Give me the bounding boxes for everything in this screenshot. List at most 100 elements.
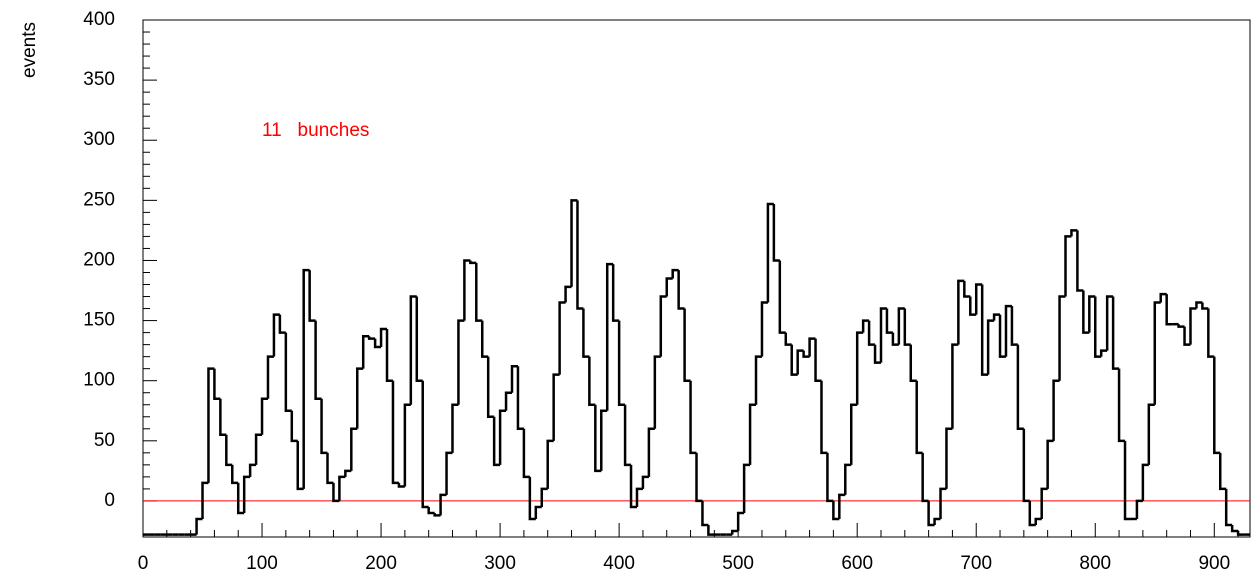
histogram-bin — [1094, 296, 1102, 358]
histogram-bin — [1189, 307, 1197, 345]
histogram-bin — [647, 427, 655, 477]
histogram-bin — [1141, 463, 1149, 501]
x-tick-label: 200 — [365, 553, 397, 574]
histogram-bin — [748, 403, 757, 465]
histogram-bin — [1022, 428, 1030, 503]
histogram-bin — [600, 409, 608, 471]
histogram-bin — [665, 277, 673, 297]
histogram-bin — [1183, 326, 1191, 346]
x-tick-label: 800 — [1079, 553, 1111, 574]
histogram-bin — [427, 506, 435, 515]
x-tick-label: 700 — [960, 553, 992, 574]
histogram-bin — [540, 487, 548, 507]
y-tick-label: 350 — [83, 69, 115, 90]
histogram-bin — [469, 260, 477, 265]
histogram-bin — [617, 320, 626, 406]
histogram-bin — [778, 260, 786, 334]
histogram-bin — [308, 270, 316, 322]
histogram-bin — [838, 493, 846, 519]
histogram-bin — [963, 280, 971, 298]
histogram-bin — [1064, 235, 1072, 297]
histogram-bin — [260, 397, 268, 435]
histogram-bin — [820, 380, 828, 455]
histogram-bin — [457, 319, 465, 405]
histogram-bin — [974, 283, 983, 315]
histogram-bin — [415, 296, 423, 382]
x-tick-label: 900 — [1198, 553, 1230, 574]
histogram-bin — [861, 319, 870, 333]
histogram-bin — [516, 366, 524, 431]
y-tick-label: 400 — [83, 9, 115, 30]
histogram-bin — [433, 512, 441, 517]
histogram-bin — [677, 270, 685, 310]
histogram-bin — [320, 398, 328, 455]
histogram-bin — [1153, 301, 1161, 405]
histogram-bin — [1099, 349, 1108, 357]
histogram-bin — [641, 475, 649, 489]
histogram-bin — [980, 284, 989, 376]
histogram-bin — [403, 403, 411, 487]
annotation: 11 bunches — [262, 120, 369, 141]
histogram-bin — [695, 452, 703, 503]
histogram-bin — [266, 355, 274, 399]
histogram-bin — [707, 524, 715, 536]
histogram-bin — [314, 320, 322, 400]
histogram-bin — [897, 307, 905, 345]
histogram-bin — [879, 307, 887, 363]
histogram-bin — [635, 487, 643, 507]
histogram-bin — [1052, 379, 1060, 441]
histogram-bin — [891, 332, 899, 346]
histogram-bin — [1117, 368, 1126, 443]
histogram-bin — [849, 403, 858, 465]
histogram-bin — [284, 332, 292, 413]
histogram-bin — [195, 517, 203, 535]
histogram-bin — [814, 338, 822, 382]
histogram-bin — [588, 356, 596, 406]
histogram-bin — [1070, 229, 1078, 237]
histogram-bin — [534, 505, 542, 519]
histogram-bin — [629, 464, 637, 509]
histogram-bin — [242, 475, 251, 513]
histogram-bin — [909, 344, 917, 382]
histogram-bin — [356, 367, 364, 429]
histogram-bin — [373, 338, 382, 349]
histogram-bin — [367, 336, 376, 340]
histogram-bin — [1201, 302, 1209, 310]
histogram-bin — [1082, 290, 1090, 334]
histogram-bin — [1195, 301, 1203, 309]
histogram-bin — [1207, 308, 1215, 358]
histogram-bin — [1046, 439, 1054, 489]
histogram-bin — [1230, 524, 1239, 533]
y-tick-label: 100 — [83, 370, 115, 391]
histogram-bin — [296, 440, 304, 491]
x-tick-label: 400 — [603, 553, 635, 574]
y-tick-label: 0 — [104, 490, 115, 511]
histogram-bin — [445, 451, 453, 495]
histogram-bin — [213, 368, 221, 400]
histogram-bin — [969, 296, 977, 316]
histogram-bin — [231, 464, 239, 485]
x-tick-label: 100 — [246, 553, 278, 574]
histogram-bin — [361, 334, 370, 369]
histogram-bin — [409, 295, 417, 405]
histogram-bin — [546, 439, 554, 489]
histogram-bin — [225, 434, 233, 467]
histogram-bin — [1213, 356, 1221, 455]
histogram-bin — [689, 380, 697, 455]
histogram-bin — [1147, 403, 1155, 465]
plot-frame — [142, 19, 1251, 538]
histogram-bin — [867, 320, 876, 346]
histogram-bin — [1028, 500, 1036, 527]
histogram-bin — [730, 529, 739, 535]
histogram-bin — [564, 285, 572, 303]
histogram-bin — [1040, 487, 1048, 519]
histogram-bin — [766, 202, 774, 303]
histogram-bin — [986, 319, 995, 375]
histogram-bin — [992, 313, 1001, 321]
histogram-bin — [552, 373, 560, 441]
histogram-bin — [397, 482, 405, 488]
histogram-bin — [796, 349, 804, 375]
histogram-bin — [945, 427, 953, 489]
histogram-bin — [653, 355, 661, 429]
y-tick-label: 200 — [83, 249, 115, 270]
